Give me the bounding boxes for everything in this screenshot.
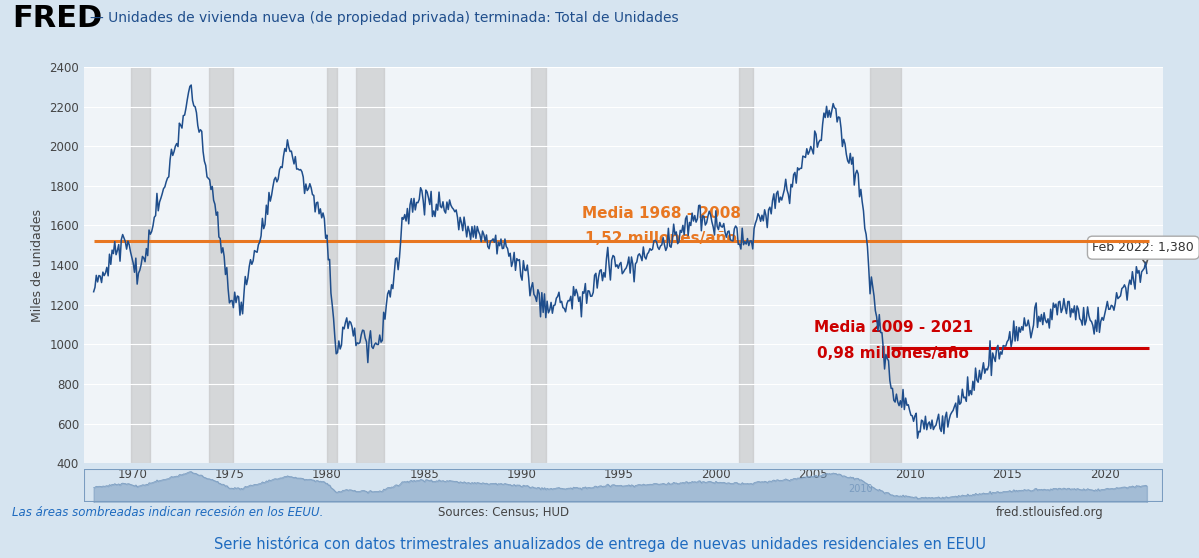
Bar xyxy=(209,67,233,463)
Text: Las áreas sombreadas indican recesión en los EEUU.: Las áreas sombreadas indican recesión en… xyxy=(12,506,324,519)
Y-axis label: Miles de unidades: Miles de unidades xyxy=(31,209,43,321)
Bar xyxy=(869,67,900,463)
Bar xyxy=(356,67,384,463)
Text: 1,52 millones/año: 1,52 millones/año xyxy=(585,231,737,246)
Text: Sources: Census; HUD: Sources: Census; HUD xyxy=(438,506,570,519)
Text: FRED: FRED xyxy=(12,4,102,32)
Text: Serie histórica con datos trimestrales anualizados de entrega de nuevas unidades: Serie histórica con datos trimestrales a… xyxy=(213,536,986,552)
Bar xyxy=(327,67,337,463)
Text: Feb 2022: 1,380: Feb 2022: 1,380 xyxy=(1092,241,1194,264)
Bar xyxy=(531,67,546,463)
Text: fred.stlouisfed.org: fred.stlouisfed.org xyxy=(995,506,1103,519)
Bar xyxy=(131,67,150,463)
Text: — Unidades de vivienda nueva (de propiedad privada) terminada: Total de Unidades: — Unidades de vivienda nueva (de propied… xyxy=(90,11,679,25)
Text: 2010: 2010 xyxy=(849,484,873,494)
Text: Media 1968 - 2008: Media 1968 - 2008 xyxy=(582,205,741,220)
Bar xyxy=(739,67,753,463)
Text: 0,98 millones/año: 0,98 millones/año xyxy=(818,346,969,361)
Text: Media 2009 - 2021: Media 2009 - 2021 xyxy=(814,320,972,335)
